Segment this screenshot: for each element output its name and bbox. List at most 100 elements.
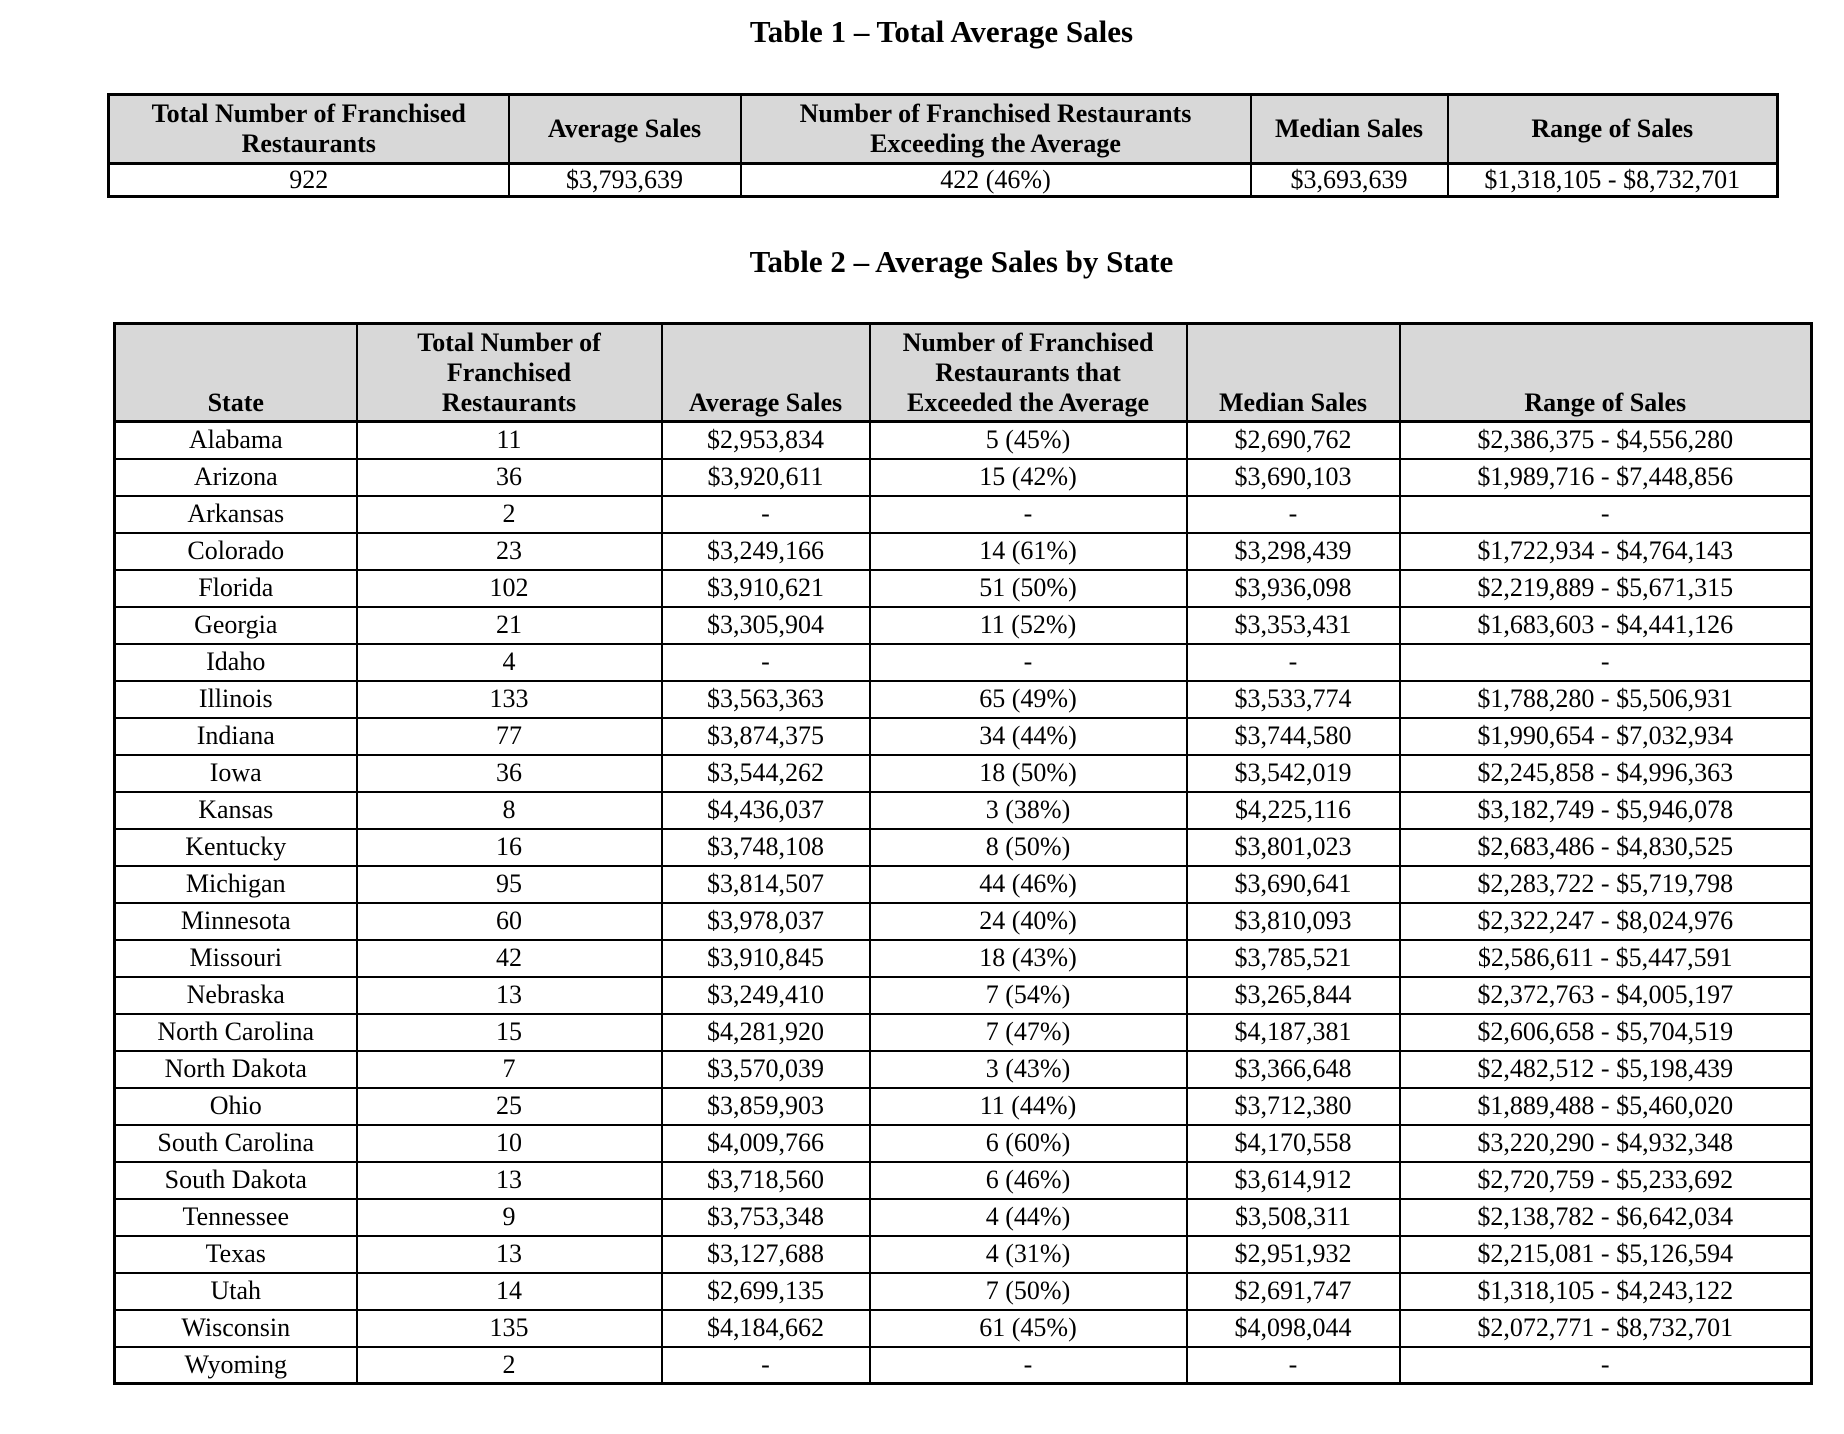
table-cell: $3,570,039	[660, 1049, 871, 1089]
table-row: Wyoming 2- - - -	[113, 1345, 1813, 1385]
table-cell: $2,372,763 - $4,005,197	[1398, 975, 1813, 1015]
table-cell: 102	[355, 568, 663, 608]
table-row: South Dakota 13 $3,718,560 6 (46%) $3,614,91…	[113, 1160, 1813, 1200]
table-row: Minnesota 60 $3,978,037 24 (40%) $3,810,093 $…	[113, 901, 1813, 941]
table-cell: 15	[355, 1012, 663, 1052]
table-cell: $3,801,023	[1185, 827, 1401, 867]
table-cell: $1,722,934 - $4,764,143	[1398, 531, 1813, 571]
column-header: Median Sales	[1185, 322, 1401, 423]
table-cell: -	[868, 494, 1188, 534]
table-cell: $3,690,103	[1185, 457, 1401, 497]
table-row: Ohio 25 $3,859,903 11 (44%) $3,712,380 $1,889…	[113, 1086, 1813, 1126]
table-cell: $3,249,166	[660, 531, 871, 571]
table2-body: Alabama 11 $2,953,834 5 (45%) $2,690,762 $2,3…	[113, 420, 1813, 1385]
table-cell: Michigan	[113, 864, 358, 904]
table-cell: Arizona	[113, 457, 358, 497]
table-cell: $4,098,044	[1185, 1308, 1401, 1348]
table-cell: 13	[355, 1160, 663, 1200]
table-row: 922 $3,793,639 422 (46%) $3,693,639 $1,318,1…	[107, 162, 1779, 198]
table-cell: 95	[355, 864, 663, 904]
table2-average-sales-by-state: State Total Number of Franchised Restaura…	[113, 322, 1813, 1385]
table-row: South Carolina 10 $4,009,766 6 (60%) $4,170,…	[113, 1123, 1813, 1163]
table-cell: $3,298,439	[1185, 531, 1401, 571]
table-cell: Wisconsin	[113, 1308, 358, 1348]
table-row: Kentucky 16 $3,748,108 8 (50%) $3,801,023 $2,…	[113, 827, 1813, 867]
table-cell: Nebraska	[113, 975, 358, 1015]
table-cell: $3,182,749 - $5,946,078	[1398, 790, 1813, 830]
table-cell: Wyoming	[113, 1345, 358, 1385]
table-cell: 15 (42%)	[868, 457, 1188, 497]
table-cell: $1,889,488 - $5,460,020	[1398, 1086, 1813, 1126]
table-cell: $2,951,932	[1185, 1234, 1401, 1274]
table-cell: 14	[355, 1271, 663, 1311]
table-cell: $3,508,311	[1185, 1197, 1401, 1237]
table-cell: $3,910,621	[660, 568, 871, 608]
table1-body: 922 $3,793,639 422 (46%) $3,693,639 $1,318,1…	[107, 162, 1779, 198]
table-row: Kansas 8 $4,436,037 3 (38%) $4,225,116 $3,182…	[113, 790, 1813, 830]
table-cell: 5 (45%)	[868, 420, 1188, 460]
table-cell: 13	[355, 1234, 663, 1274]
table-cell: -	[1398, 642, 1813, 682]
table-cell: $3,305,904	[660, 605, 871, 645]
table-cell: 36	[355, 753, 663, 793]
table-cell: $3,563,363	[660, 679, 871, 719]
table-cell: $2,691,747	[1185, 1271, 1401, 1311]
table-row: Florida 102 $3,910,621 51 (50%) $3,936,098 $2…	[113, 568, 1813, 608]
table-cell: 18 (43%)	[868, 938, 1188, 978]
table-cell: Arkansas	[113, 494, 358, 534]
table-cell: 16	[355, 827, 663, 867]
table-row: Wisconsin 135 $4,184,662 61 (45%) $4,098,044…	[113, 1308, 1813, 1348]
table-cell: $3,936,098	[1185, 568, 1401, 608]
table-row: Arkansas 2- - - -	[113, 494, 1813, 534]
table-row: Idaho 4- - - -	[113, 642, 1813, 682]
table-cell: $3,810,093	[1185, 901, 1401, 941]
table-cell: Ohio	[113, 1086, 358, 1126]
table-cell: -	[1398, 1345, 1813, 1385]
table-cell: $3,978,037	[660, 901, 871, 941]
table-cell: 77	[355, 716, 663, 756]
table-cell: 8	[355, 790, 663, 830]
table-cell: $1,989,716 - $7,448,856	[1398, 457, 1813, 497]
table-cell: $2,138,782 - $6,642,034	[1398, 1197, 1813, 1237]
table-cell: 24 (40%)	[868, 901, 1188, 941]
table-cell: $3,544,262	[660, 753, 871, 793]
table-cell: $2,690,762	[1185, 420, 1401, 460]
table-cell: Colorado	[113, 531, 358, 571]
table-cell: $4,187,381	[1185, 1012, 1401, 1052]
table-cell: $3,712,380	[1185, 1086, 1401, 1126]
table-cell: $3,353,431	[1185, 605, 1401, 645]
column-header: Number of Franchised Restaurants that Ex…	[868, 322, 1188, 423]
table-row: Arizona 36 $3,920,611 15 (42%) $3,690,103 $1,…	[113, 457, 1813, 497]
table-cell: $4,170,558	[1185, 1123, 1401, 1163]
table-cell: $3,744,580	[1185, 716, 1401, 756]
table-cell: Illinois	[113, 679, 358, 719]
table-cell: $3,814,507	[660, 864, 871, 904]
table-cell: 7 (54%)	[868, 975, 1188, 1015]
table2-title: Table 2 – Average Sales by State	[749, 244, 1174, 279]
table-cell: $2,219,889 - $5,671,315	[1398, 568, 1813, 608]
table2-header-row: State Total Number of Franchised Restaura…	[113, 322, 1813, 423]
table-cell: 36	[355, 457, 663, 497]
table-cell: $3,366,648	[1185, 1049, 1401, 1089]
table-cell: $2,586,611 - $5,447,591	[1398, 938, 1813, 978]
table-row: Alabama 11 $2,953,834 5 (45%) $2,690,762 $2,3…	[113, 420, 1813, 460]
table-cell: $3,859,903	[660, 1086, 871, 1126]
table-cell: 2	[355, 1345, 663, 1385]
table-cell: 61 (45%)	[868, 1308, 1188, 1348]
table-cell: North Carolina	[113, 1012, 358, 1052]
column-header: Average Sales	[507, 93, 742, 165]
table-cell: 9	[355, 1197, 663, 1237]
table-cell: $2,606,658 - $5,704,519	[1398, 1012, 1813, 1052]
table-cell: 18 (50%)	[868, 753, 1188, 793]
table-cell: 25	[355, 1086, 663, 1126]
table-cell: Utah	[113, 1271, 358, 1311]
table-cell: 10	[355, 1123, 663, 1163]
column-header: Range of Sales	[1398, 322, 1813, 423]
table-cell: $2,953,834	[660, 420, 871, 460]
table-row: Georgia 21 $3,305,904 11 (52%) $3,353,431 $1,…	[113, 605, 1813, 645]
table-cell: South Carolina	[113, 1123, 358, 1163]
table-cell: 23	[355, 531, 663, 571]
table-cell: 42	[355, 938, 663, 978]
table-cell: $1,318,105 - $4,243,122	[1398, 1271, 1813, 1311]
table-cell: $3,220,290 - $4,932,348	[1398, 1123, 1813, 1163]
